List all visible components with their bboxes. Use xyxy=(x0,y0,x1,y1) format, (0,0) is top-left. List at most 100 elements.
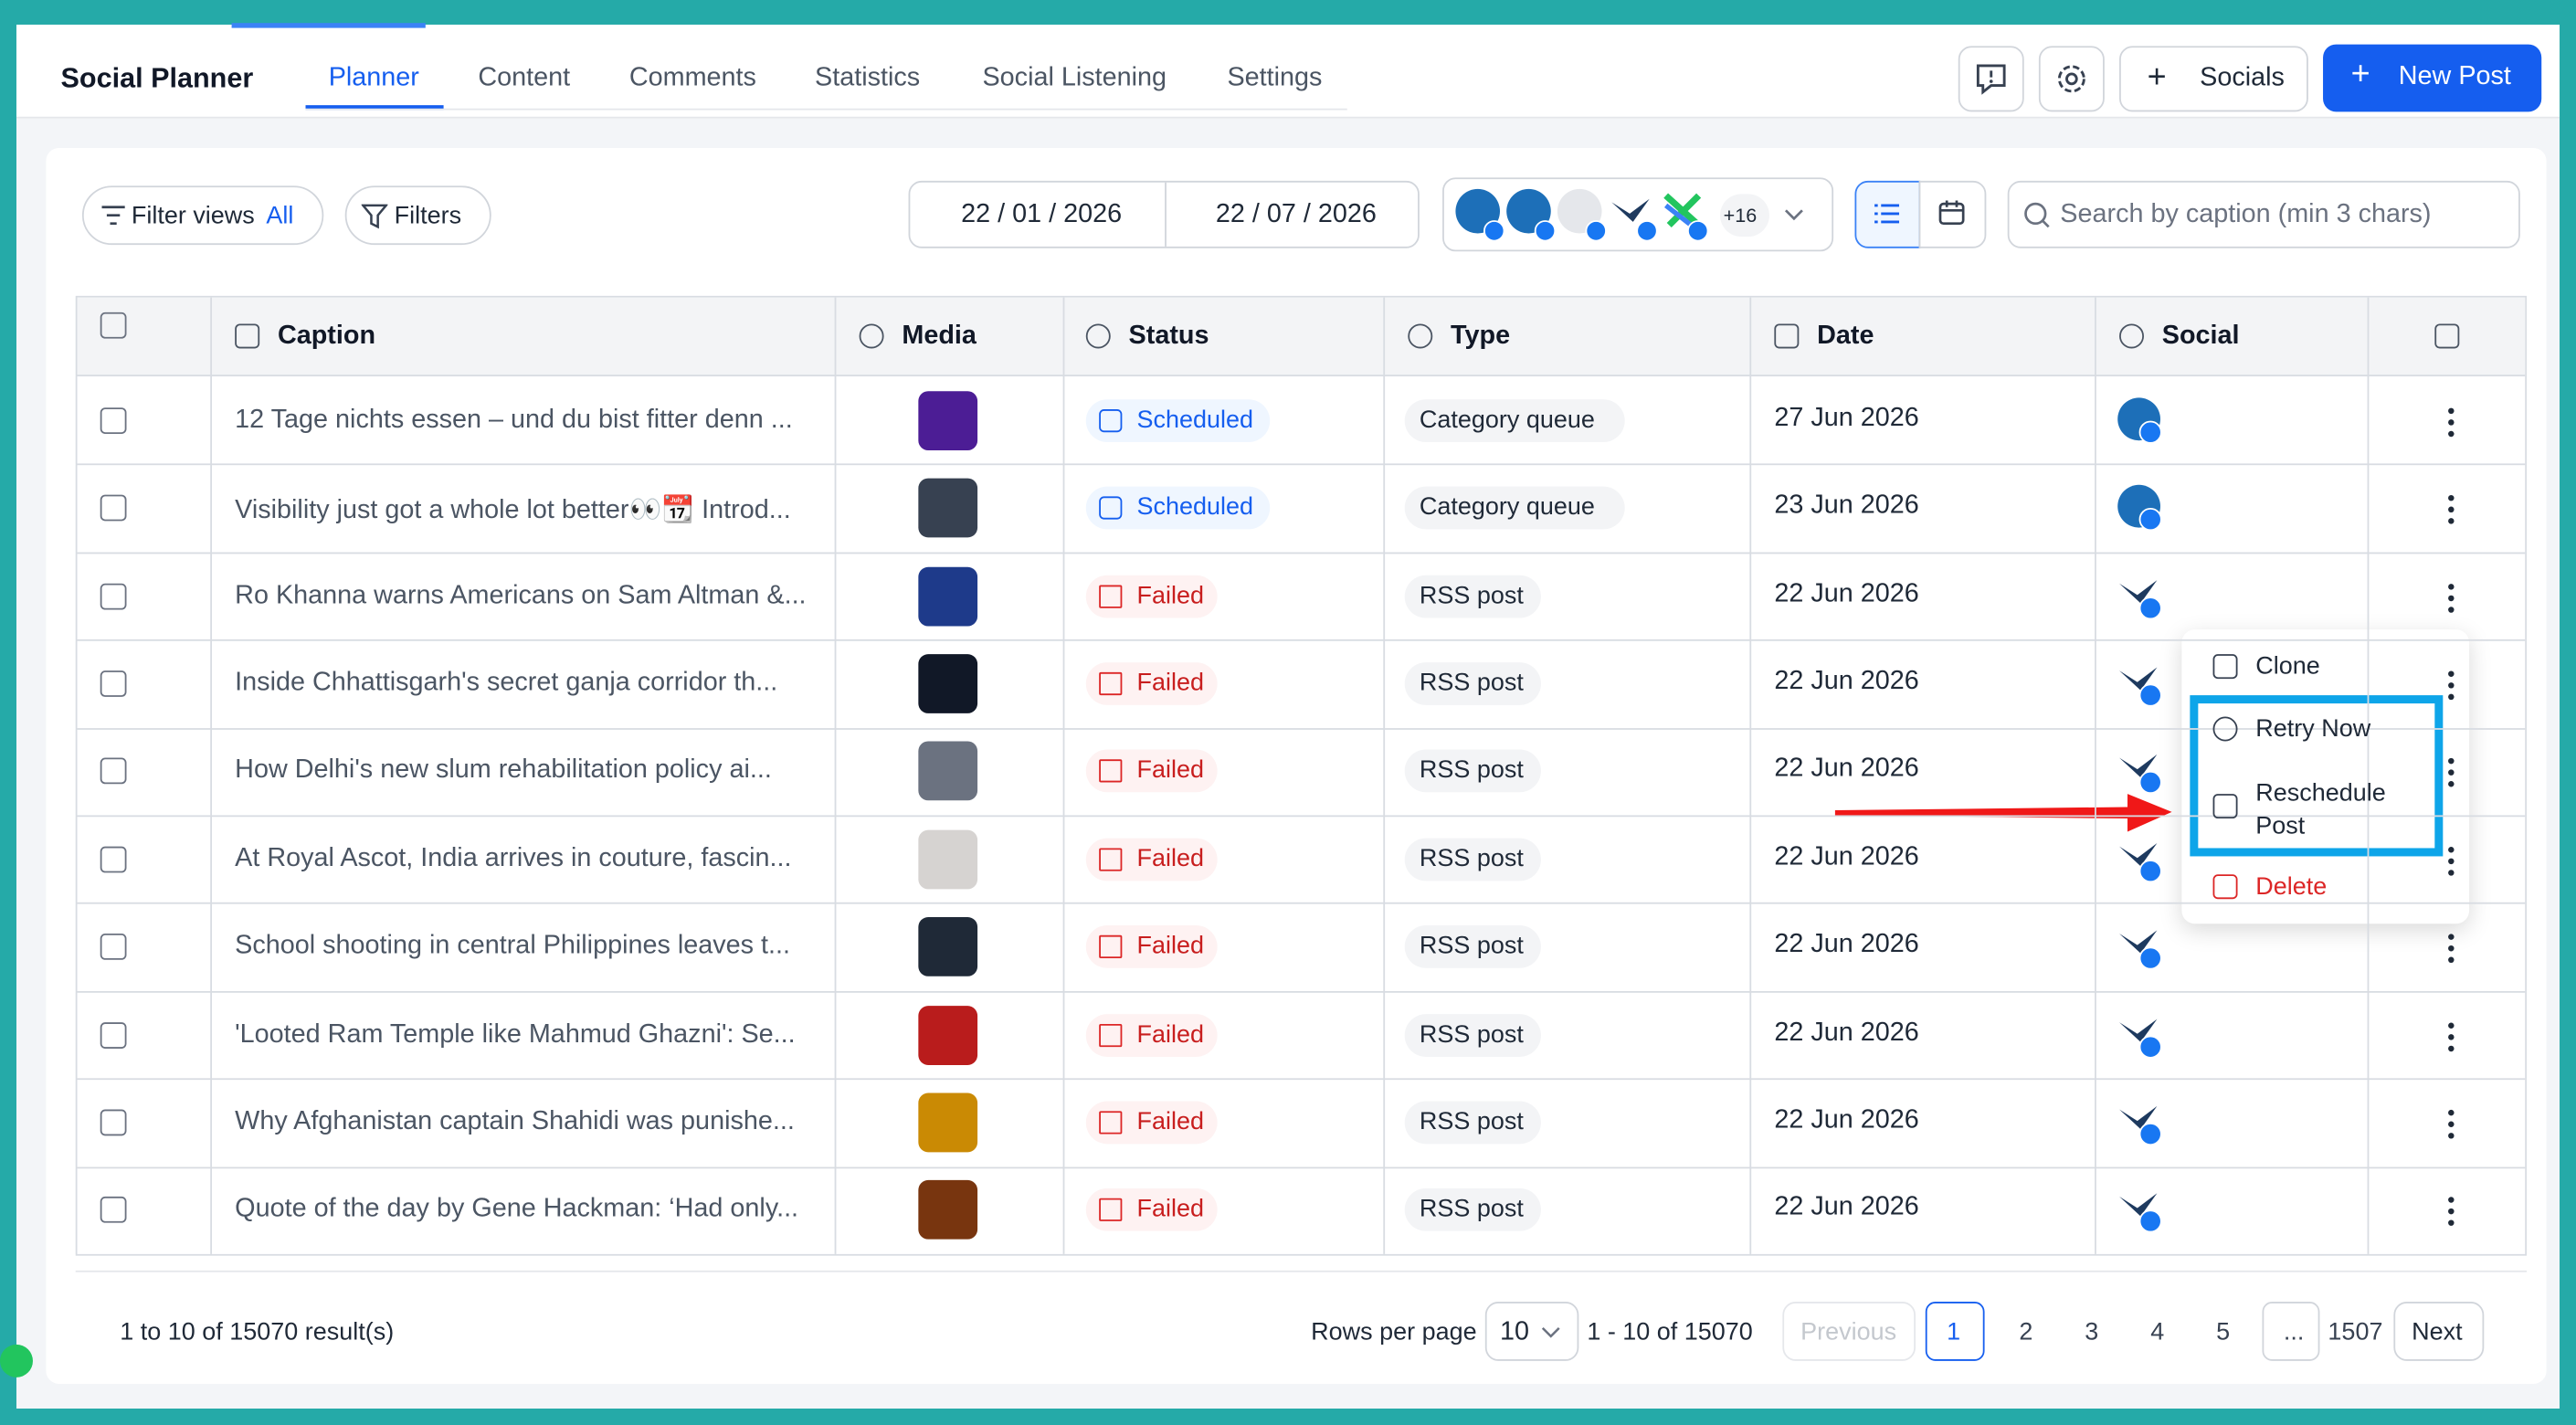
date: 22 Jun 2026 xyxy=(1774,1105,1919,1135)
date-range[interactable]: 22 / 01 / 2026 22 / 07 / 2026 xyxy=(908,180,1420,248)
page-number[interactable]: 3 xyxy=(2085,1318,2099,1346)
feedback-button[interactable] xyxy=(1958,46,2024,112)
list-view[interactable] xyxy=(1854,180,1921,248)
arrow xyxy=(1834,794,2172,832)
caption[interactable]: How Delhi's new slum rehabilitation poli… xyxy=(235,756,772,785)
row-menu[interactable] xyxy=(2448,1109,2455,1139)
column-header: Date xyxy=(1817,322,1874,351)
page-number[interactable]: 1 xyxy=(1947,1318,1961,1346)
filters[interactable]: Filters xyxy=(344,185,491,246)
page-number[interactable]: 4 xyxy=(2150,1318,2165,1346)
tab[interactable]: Statistics xyxy=(815,64,921,92)
status: Failed xyxy=(1136,844,1205,872)
calendar-view[interactable] xyxy=(1918,180,1987,248)
type: RSS post xyxy=(1419,581,1524,609)
row-menu[interactable] xyxy=(2448,758,2455,788)
checkbox[interactable] xyxy=(100,846,127,872)
row-menu[interactable] xyxy=(2448,495,2455,524)
caption[interactable]: Why Afghanistan captain Shahidi was puni… xyxy=(235,1107,795,1136)
icon xyxy=(101,206,125,226)
page-number[interactable]: 1507 xyxy=(2328,1318,2383,1346)
menu-item[interactable]: Reschedule Post xyxy=(2255,778,2386,840)
checkbox[interactable] xyxy=(100,934,127,960)
thumbnail xyxy=(918,565,978,626)
fb-badge xyxy=(2138,771,2162,795)
table-header xyxy=(77,297,2526,377)
row-menu[interactable] xyxy=(2448,670,2455,700)
page-number[interactable]: 2 xyxy=(2019,1318,2033,1346)
menu-item[interactable]: Retry Now xyxy=(2255,714,2371,744)
row-menu[interactable] xyxy=(2448,846,2455,876)
settings-button[interactable] xyxy=(2038,46,2105,112)
socials-button[interactable]: + Socials xyxy=(2119,46,2308,112)
caption[interactable]: At Royal Ascot, India arrives in couture… xyxy=(235,844,792,872)
row-menu[interactable] xyxy=(2448,934,2455,964)
caption[interactable]: Visibility just got a whole lot better👀📆… xyxy=(235,496,791,525)
rows-select[interactable]: 10 xyxy=(1484,1302,1579,1361)
tab[interactable]: Content xyxy=(478,64,571,92)
fb-badge xyxy=(2138,1034,2162,1058)
page-button[interactable] xyxy=(2262,1302,2320,1361)
row-divider xyxy=(77,639,2526,642)
caption[interactable]: 12 Tage nichts essen – und du bist fitte… xyxy=(235,405,793,434)
status-icon xyxy=(1099,671,1123,695)
row-divider xyxy=(77,1078,2526,1081)
status: Failed xyxy=(1136,1107,1205,1136)
new-post-button[interactable]: + New Post xyxy=(2323,44,2542,112)
column-divider xyxy=(210,297,213,1254)
logo xyxy=(2119,667,2158,691)
page-number[interactable]: ... xyxy=(2283,1318,2305,1346)
checkbox[interactable] xyxy=(100,1021,127,1049)
status-icon xyxy=(1099,759,1123,784)
thumbnail xyxy=(918,829,978,889)
status-badge xyxy=(1085,574,1218,618)
tab[interactable]: Comments xyxy=(628,64,756,92)
dots xyxy=(2448,758,2455,788)
date: 22 Jun 2026 xyxy=(1774,1018,1919,1047)
logo xyxy=(2119,1193,2158,1218)
previous[interactable]: Previous xyxy=(1782,1302,1916,1361)
row-menu[interactable] xyxy=(2448,1197,2455,1227)
page-button[interactable] xyxy=(1925,1302,1985,1361)
row-menu[interactable] xyxy=(2448,407,2455,437)
checkbox[interactable] xyxy=(100,1109,127,1136)
column-header: Social xyxy=(2161,322,2240,351)
tab[interactable]: Planner xyxy=(328,64,419,92)
chevron xyxy=(1541,1326,1560,1338)
tab[interactable]: Settings xyxy=(1227,64,1323,92)
filter-views[interactable]: Filter views All xyxy=(81,185,324,246)
caption[interactable]: Ro Khanna warns Americans on Sam Altman … xyxy=(235,581,807,609)
caption[interactable]: School shooting in central Philippines l… xyxy=(235,932,791,960)
column-icon xyxy=(1408,323,1433,349)
checkbox[interactable] xyxy=(100,406,127,434)
logo xyxy=(2119,755,2158,778)
checkbox[interactable] xyxy=(100,311,127,339)
caption[interactable]: 'Looted Ram Temple like Mahmud Ghazni': … xyxy=(235,1019,796,1049)
row-menu[interactable] xyxy=(2448,583,2455,612)
checkbox[interactable] xyxy=(100,670,127,697)
search[interactable]: Search by caption (min 3 chars) xyxy=(2007,180,2520,248)
page-number[interactable]: 5 xyxy=(2216,1318,2231,1346)
social-avatar xyxy=(2117,836,2160,879)
column-divider xyxy=(2095,297,2096,1254)
icon xyxy=(361,204,388,229)
status-badge xyxy=(1085,750,1218,793)
summary: 1 to 10 of 15070 result(s) xyxy=(120,1318,395,1346)
menu-item[interactable]: Clone xyxy=(2255,652,2320,681)
status-badge xyxy=(1085,661,1218,705)
tab[interactable]: Social Listening xyxy=(982,64,1167,92)
plus: + xyxy=(2350,56,2370,92)
next[interactable]: Next xyxy=(2393,1302,2485,1361)
menu-item[interactable]: Delete xyxy=(2255,872,2328,902)
thumbnail xyxy=(918,1005,978,1065)
status-badge xyxy=(1085,486,1271,530)
checkbox[interactable] xyxy=(100,1197,127,1224)
caption[interactable]: Quote of the day by Gene Hackman: ‘Had o… xyxy=(235,1195,799,1224)
fb-badge xyxy=(2138,596,2162,619)
checkbox[interactable] xyxy=(100,758,127,785)
checkbox[interactable] xyxy=(100,582,127,609)
row-menu[interactable] xyxy=(2448,1021,2455,1051)
checkbox[interactable] xyxy=(100,494,127,522)
caption[interactable]: Inside Chhattisgarh's secret ganja corri… xyxy=(235,669,778,697)
